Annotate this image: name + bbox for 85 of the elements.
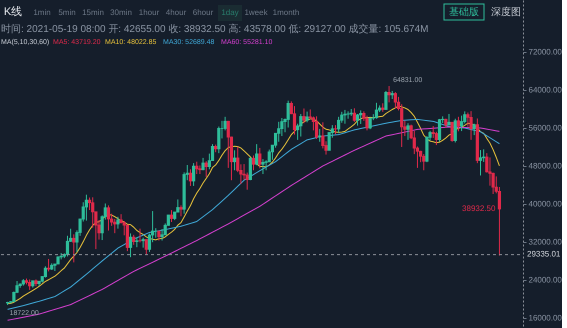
candlestick <box>252 155 256 171</box>
y-tick-label: 16000.00 <box>528 313 562 322</box>
candlestick <box>160 228 164 242</box>
y-tick-label: 64000.00 <box>528 85 562 94</box>
candlestick <box>469 110 473 140</box>
candlestick <box>306 111 309 123</box>
candlestick <box>292 106 296 136</box>
candlestick <box>454 118 457 143</box>
candlestick <box>286 100 290 128</box>
candlestick <box>44 266 48 278</box>
candlestick <box>456 116 460 132</box>
candlestick <box>132 234 136 246</box>
candlestick <box>368 117 372 130</box>
candlestick <box>422 154 426 171</box>
annotation: 时间: 2021-05-19 08:00 开: 42655.00 收: 38932.50 高: 43578.00 低: 29127.00 成交量: 105.674M <box>1 23 428 35</box>
candlestick <box>444 118 448 128</box>
annotation: 5min <box>58 8 76 17</box>
candlestick <box>384 90 388 110</box>
candlestick <box>192 162 196 186</box>
annotation: 6hour <box>192 8 214 17</box>
candlestick <box>261 158 265 175</box>
candlestick <box>387 86 391 103</box>
y-tick-label: 40000.00 <box>528 199 562 208</box>
annotation: 基础版 <box>449 6 479 18</box>
candlestick <box>144 238 148 256</box>
candlestick <box>188 168 192 186</box>
candlestick <box>46 258 50 272</box>
candlestick <box>334 124 338 135</box>
candlestick <box>28 278 32 290</box>
annotation: 1week <box>244 8 269 17</box>
candlestick <box>356 113 360 126</box>
candlestick <box>302 108 306 124</box>
candlestick <box>406 122 410 140</box>
candlestick <box>135 236 138 248</box>
candlestick <box>232 150 236 171</box>
candlestick <box>142 237 145 248</box>
candlestick <box>365 115 369 131</box>
candlestick <box>299 113 302 138</box>
annotation: K线 <box>4 5 22 18</box>
candlestick <box>337 116 340 134</box>
y-tick-label: 24000.00 <box>528 275 562 284</box>
annotation: 1month <box>272 8 300 17</box>
candlestick <box>106 204 110 232</box>
y-tick-label: 32000.00 <box>528 237 562 246</box>
annotation: 15min <box>82 8 104 17</box>
candlestick <box>314 116 318 140</box>
candlestick <box>343 109 347 124</box>
candlestick <box>255 144 258 166</box>
y-tick-label: 56000.00 <box>528 123 562 132</box>
y-tick-label: 48000.00 <box>528 161 562 170</box>
candlestick <box>352 108 356 122</box>
candlestick <box>450 122 454 142</box>
candlestick <box>374 102 378 120</box>
y-tick-label: 72000.00 <box>528 48 562 56</box>
candlestick <box>126 224 129 252</box>
candlestick <box>478 150 482 176</box>
candlestick <box>277 121 280 142</box>
annotation: 深度图 <box>491 6 521 18</box>
candlestick <box>258 147 262 169</box>
ref-line-label: 29335.01 <box>527 250 561 259</box>
candlestick <box>157 230 161 242</box>
candlestick <box>204 160 208 178</box>
candlestick <box>472 123 476 136</box>
candlestick <box>248 156 252 181</box>
candlestick <box>438 118 442 142</box>
candlestick <box>84 194 88 222</box>
candlestick <box>128 232 132 258</box>
candlestick <box>460 115 464 132</box>
candlestick <box>394 92 397 110</box>
candlestick <box>201 157 205 171</box>
annotation: 38932.50 <box>462 204 496 214</box>
annotation: 1hour <box>138 8 160 17</box>
candlestick <box>91 196 94 228</box>
candlestick <box>179 204 183 217</box>
candlestick <box>359 110 362 124</box>
annotation: 1day <box>221 8 239 17</box>
candlestick <box>116 216 120 230</box>
candlestick <box>195 161 198 175</box>
annotation: 30min <box>110 8 132 17</box>
candlestick <box>226 120 230 168</box>
candlestick <box>170 210 174 223</box>
annotation: 4hour <box>166 8 187 17</box>
candlestick <box>318 128 322 142</box>
annotation: 1min <box>33 8 51 17</box>
candlestick <box>72 234 76 263</box>
